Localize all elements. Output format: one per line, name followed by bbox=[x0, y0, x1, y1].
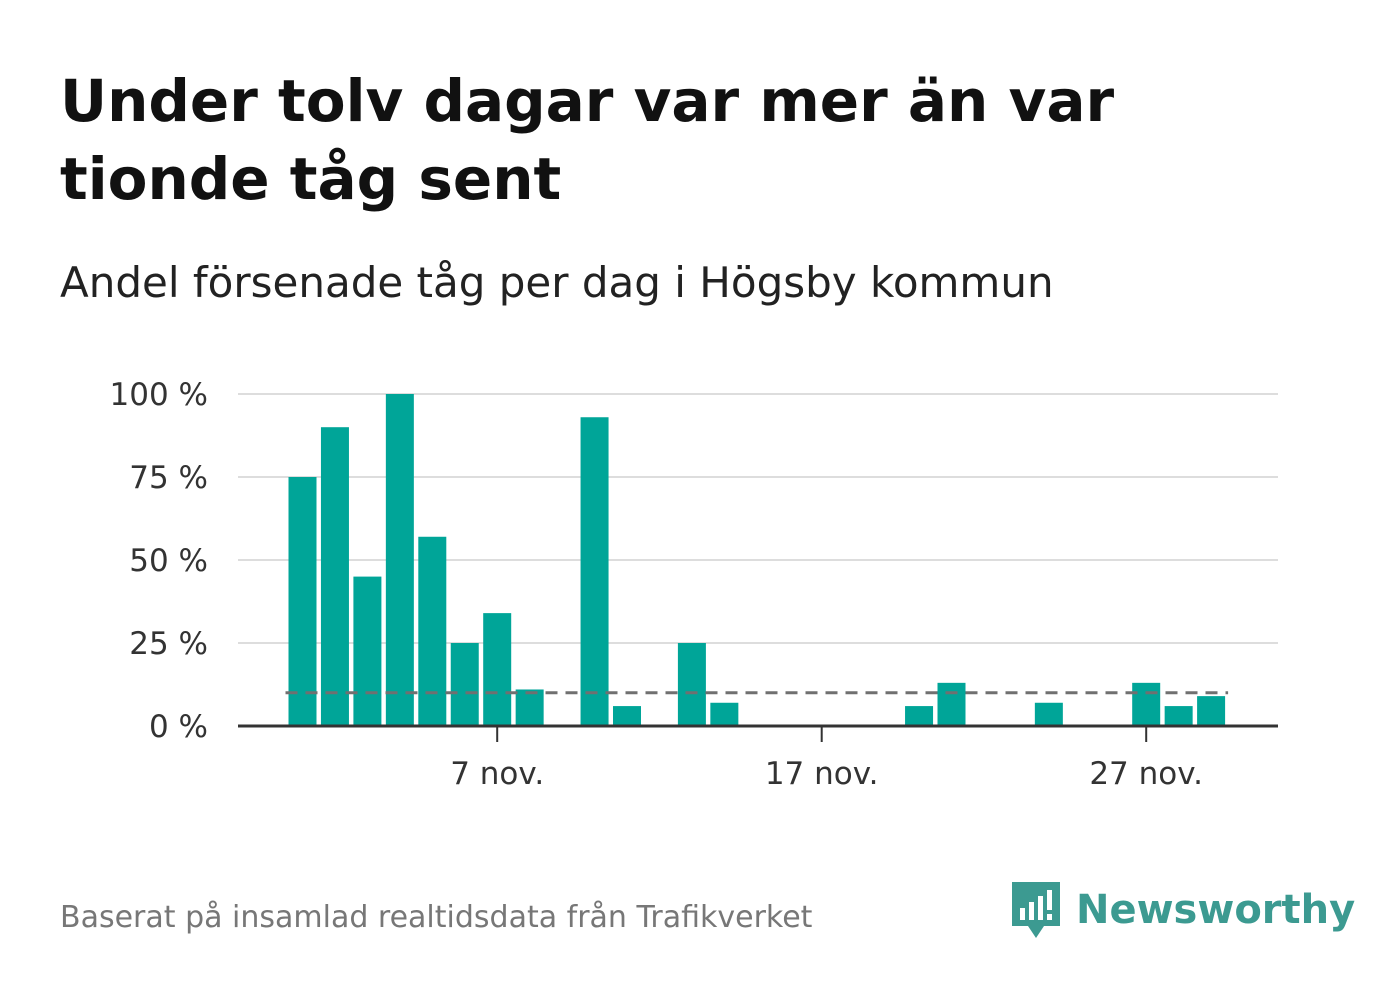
y-tick-label: 25 % bbox=[129, 626, 208, 662]
bar bbox=[613, 706, 641, 726]
bar bbox=[320, 427, 349, 726]
bar bbox=[1034, 702, 1063, 726]
x-tick-label: 7 nov. bbox=[450, 756, 544, 792]
axes: 0 % 25 % 50 % 75 % 100 % 7 nov. 17 nov. 27 nov. bbox=[110, 377, 1278, 792]
bar bbox=[515, 689, 544, 726]
chart-title: Under tolv dagar var mer än var tionde t… bbox=[60, 67, 1115, 213]
brand-name: Newsworthy bbox=[1076, 887, 1356, 933]
bar bbox=[353, 576, 382, 726]
y-tick-label: 50 % bbox=[129, 543, 208, 579]
bar bbox=[385, 394, 414, 726]
bar bbox=[580, 417, 609, 726]
y-tick-label: 75 % bbox=[129, 460, 208, 496]
newsworthy-logo-icon bbox=[1012, 882, 1060, 938]
bar bbox=[1132, 682, 1161, 726]
bar bbox=[710, 702, 739, 726]
bar bbox=[1197, 696, 1226, 726]
bar bbox=[450, 643, 479, 726]
bar bbox=[905, 706, 934, 726]
bar bbox=[483, 613, 512, 726]
bar bbox=[1164, 706, 1193, 726]
y-tick-label: 0 % bbox=[149, 709, 208, 745]
chart-subtitle: Andel försenade tåg per dag i Högsby kom… bbox=[60, 258, 1054, 307]
x-tick-label: 27 nov. bbox=[1089, 756, 1203, 792]
x-tick-label: 17 nov. bbox=[765, 756, 879, 792]
bar bbox=[677, 643, 706, 726]
bar bbox=[937, 682, 966, 726]
bar bbox=[418, 536, 447, 726]
source-footer: Baserat på insamlad realtidsdata från Tr… bbox=[60, 900, 813, 935]
bar bbox=[288, 477, 317, 726]
bar-chart: 0 % 25 % 50 % 75 % 100 % 7 nov. 17 nov. 27 nov. bbox=[110, 377, 1278, 792]
y-tick-label: 100 % bbox=[110, 377, 208, 413]
brand-logo: Newsworthy bbox=[1010, 878, 1355, 942]
bars bbox=[288, 394, 1226, 726]
